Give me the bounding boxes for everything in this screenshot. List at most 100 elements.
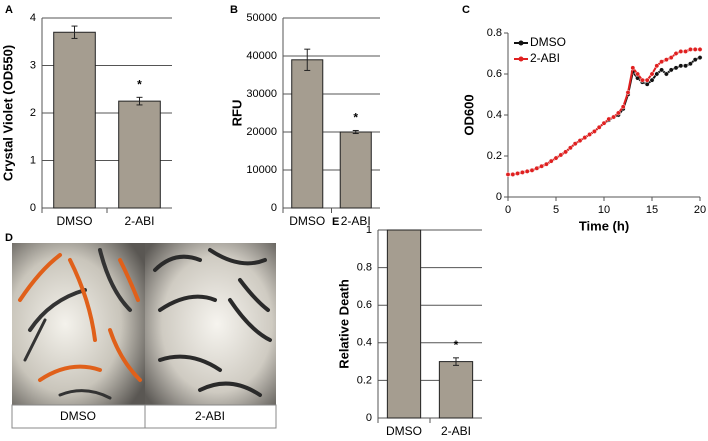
x-tick-label: 2-ABI — [441, 424, 471, 438]
y-axis-label: Crystal Violet (OD550) — [0, 45, 15, 181]
y-tick-label: 20000 — [246, 126, 277, 138]
point — [697, 46, 703, 52]
annotation: * — [137, 77, 142, 91]
series-line — [508, 56, 701, 176]
point — [524, 168, 530, 174]
bar — [339, 131, 372, 209]
point — [591, 128, 597, 134]
y-tick-label: 3 — [30, 59, 36, 71]
bar — [291, 59, 324, 209]
y-tick-label: 10000 — [246, 164, 277, 176]
y-tick-label: 0 — [366, 412, 372, 424]
point — [663, 57, 669, 63]
point — [649, 71, 655, 77]
point — [510, 172, 516, 177]
point — [697, 55, 703, 61]
point — [673, 65, 679, 71]
worms-dmso — [18, 248, 142, 400]
image-2abi — [145, 243, 276, 405]
caption: DMSO — [60, 409, 96, 423]
y-tick-label: 40000 — [246, 50, 277, 62]
point — [601, 120, 607, 126]
legend-label: 2-ABI — [530, 51, 560, 65]
point — [663, 71, 669, 77]
panel-label: B — [230, 4, 238, 16]
point — [567, 145, 573, 151]
point — [529, 167, 535, 173]
point — [678, 63, 684, 69]
legend-label: DMSO — [530, 35, 566, 49]
legend-marker — [518, 56, 524, 62]
y-tick-label: 0 — [271, 202, 277, 214]
point — [577, 138, 583, 144]
bar — [53, 31, 96, 209]
x-axis-label: Time (h) — [579, 218, 629, 233]
caption: 2-ABI — [195, 409, 225, 423]
point — [630, 65, 636, 71]
panel-label: E — [332, 216, 339, 228]
point — [668, 55, 674, 61]
point — [654, 63, 660, 69]
x-tick-label: 5 — [553, 204, 559, 216]
y-tick-label: 0.4 — [357, 337, 372, 349]
x-tick-label: 10 — [598, 204, 610, 216]
panel-label: C — [462, 4, 470, 16]
point — [644, 81, 650, 87]
point — [558, 152, 564, 158]
point — [687, 46, 693, 52]
point — [615, 110, 621, 116]
point — [572, 141, 578, 147]
point — [635, 71, 641, 77]
panel-d: D DMSO 2-ABI — [5, 232, 277, 429]
point — [692, 57, 698, 63]
y-tick-label: 0.8 — [357, 262, 372, 274]
caption-box — [11, 404, 277, 429]
point — [625, 90, 631, 95]
y-tick-label: 0.2 — [357, 374, 372, 386]
point — [505, 172, 511, 177]
point — [611, 114, 617, 120]
point — [519, 169, 525, 175]
point — [548, 158, 554, 164]
point — [659, 67, 665, 73]
y-tick-label: 0.6 — [487, 68, 502, 80]
x-tick-label: DMSO — [57, 214, 93, 228]
y-axis-label: OD600 — [461, 94, 476, 135]
x-tick-label: 2-ABI — [341, 214, 371, 228]
y-tick-label: 50000 — [246, 12, 277, 24]
panel-label: D — [5, 232, 13, 244]
y-axis-label: Relative Death — [336, 279, 351, 369]
point — [668, 67, 674, 73]
y-tick-label: 0.8 — [487, 27, 502, 39]
panel-label: A — [5, 4, 13, 16]
point — [683, 49, 689, 54]
point — [563, 149, 569, 155]
point — [582, 135, 588, 141]
point — [673, 51, 679, 56]
point — [692, 46, 698, 52]
point — [620, 104, 626, 110]
legend-marker — [518, 40, 524, 46]
bar — [118, 100, 161, 209]
y-tick-label: 1 — [366, 224, 372, 236]
y-tick-label: 0.6 — [357, 299, 372, 311]
x-tick-label: 20 — [694, 204, 706, 216]
point — [587, 132, 593, 137]
y-tick-label: 0.4 — [487, 109, 502, 121]
y-tick-label: 0 — [496, 191, 502, 203]
y-tick-label: 0 — [30, 202, 36, 214]
bar — [438, 361, 474, 419]
y-tick-label: 2 — [30, 107, 36, 119]
worms-2abi — [153, 248, 272, 397]
point — [639, 77, 645, 83]
y-tick-label: 0.2 — [487, 150, 502, 162]
x-tick-label: DMSO — [386, 424, 422, 438]
point — [659, 59, 665, 65]
point — [596, 124, 602, 130]
point — [683, 63, 689, 69]
x-tick-label: DMSO — [289, 214, 325, 228]
bar — [386, 229, 422, 419]
point — [606, 116, 612, 122]
point — [539, 163, 545, 169]
